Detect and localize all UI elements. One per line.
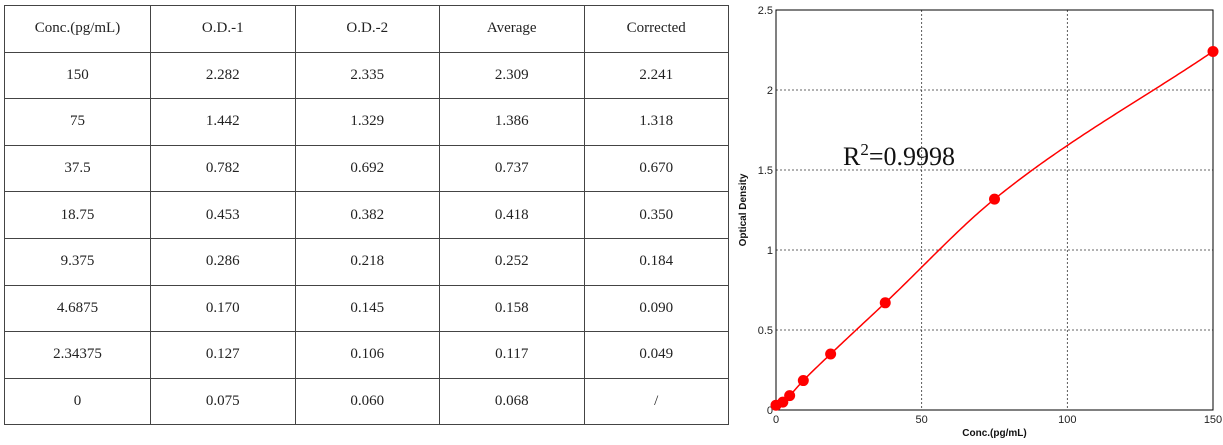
table-cell: 1.442 [150,98,296,146]
table-row: 75 1.442 1.329 1.386 1.318 [4,98,729,146]
axis-ticks: 0 50 100 150 0 0.5 1 1.5 2 2.5 [758,5,1222,426]
y-tick-label: 0 [767,405,773,417]
y-tick-label: 0.5 [758,325,773,337]
column-header: O.D.-1 [150,5,296,53]
table-cell: 0.782 [150,144,296,193]
table-cell: 0.382 [294,191,440,239]
table-cell: 0.145 [294,284,440,333]
column-header: Corrected [583,5,729,53]
table-cell: 0.117 [439,331,585,379]
table-row: 150 2.282 2.335 2.309 2.241 [4,51,729,100]
table-cell: 37.5 [4,144,151,193]
y-tick-label: 1 [767,245,773,257]
table-row: 18.75 0.453 0.382 0.418 0.350 [4,191,729,239]
table-cell: 2.34375 [4,331,151,379]
column-header: Average [439,5,585,53]
x-tick-label: 0 [773,414,779,426]
table-cell: 0.060 [294,377,440,426]
table-cell: 0.158 [439,284,585,333]
table-cell: 2.309 [439,51,585,100]
table-cell: 0.350 [583,191,729,239]
standard-curve-table: Conc.(pg/mL) O.D.-1 O.D.-2 Average Corre… [4,5,729,426]
r-squared-value: =0.9998 [869,142,955,171]
table-cell: 9.375 [4,237,151,286]
data-point [1207,45,1219,57]
table-row: 0 0.075 0.060 0.068/ [4,377,729,426]
table-cell: 1.386 [439,98,585,146]
y-tick-label: 2 [767,85,773,97]
table-cell: 4.6875 [4,284,151,333]
table-row: 9.375 0.286 0.218 0.252 0.184 [4,237,729,286]
table-cell: 1.318 [583,98,729,146]
table-cell: 0.049 [583,331,729,379]
table-cell: 0.692 [294,144,440,193]
table-cell: 2.241 [583,51,729,100]
table-cell: 18.75 [4,191,151,239]
table-cell: 0.184 [583,237,729,286]
plot-area [775,9,1214,411]
data-point [989,193,1000,205]
table-cell: 0.252 [439,237,585,286]
table-cell: 1.329 [294,98,440,146]
table-cell: 0.453 [150,191,296,239]
data-point [825,348,837,360]
table-row: 4.6875 0.170 0.145 0.158 0.090 [4,284,729,333]
x-tick-label: 50 [916,414,928,426]
table-cell: 0.090 [583,284,729,333]
y-axis-title: Optical Density [738,173,749,246]
data-point [777,396,789,408]
table-cell: 0.170 [150,284,296,333]
table-cell: 0.127 [150,331,296,379]
r-squared-annotation: R2=0.9998 [843,140,955,171]
table-cell: 0.670 [583,144,729,193]
table-body: 150 2.282 2.335 2.309 2.241 75 1.442 1.329 1.386… [4,51,729,426]
data-point [797,375,809,387]
table-cell: 150 [4,51,151,100]
data-point [784,390,796,402]
column-header: Conc.(pg/mL) [4,5,151,53]
table-cell: 0.068 [439,377,585,426]
y-tick-label: 1.5 [758,165,773,177]
fit-curve-line [775,50,1214,406]
x-axis-title: Conc.(pg/mL) [962,428,1026,439]
r-squared-superscript: 2 [860,140,869,159]
data-points [770,45,1219,411]
grid [776,10,1213,410]
table-row: 37.5 0.782 0.692 0.737 0.670 [4,144,729,193]
y-tick-label: 2.5 [758,5,773,17]
table-cell: / [583,377,729,426]
table-cell: 0.218 [294,237,440,286]
x-tick-label: 150 [1204,414,1222,426]
table-header-row: Conc.(pg/mL) O.D.-1 O.D.-2 Average Corre… [4,5,729,53]
table-cell: 2.282 [150,51,296,100]
table-cell: 0.418 [439,191,585,239]
table-cell: 0.286 [150,237,296,286]
table-cell: 0.075 [150,377,296,426]
table-cell: 0.106 [294,331,440,379]
column-header: O.D.-2 [294,5,440,53]
table-row: 2.34375 0.127 0.106 0.117 0.049 [4,331,729,379]
data-point [879,297,891,309]
standard-curve-chart: 0 50 100 150 0 0.5 1 1.5 2 2.5 R2=0.9998 Conc.(pg… [735,0,1223,445]
table-cell: 75 [4,98,151,146]
x-tick-label: 100 [1058,414,1076,426]
table-cell: 0.737 [439,144,585,193]
table-cell: 2.335 [294,51,440,100]
r-squared-base: R [843,142,861,171]
table-cell: 0 [4,377,151,426]
